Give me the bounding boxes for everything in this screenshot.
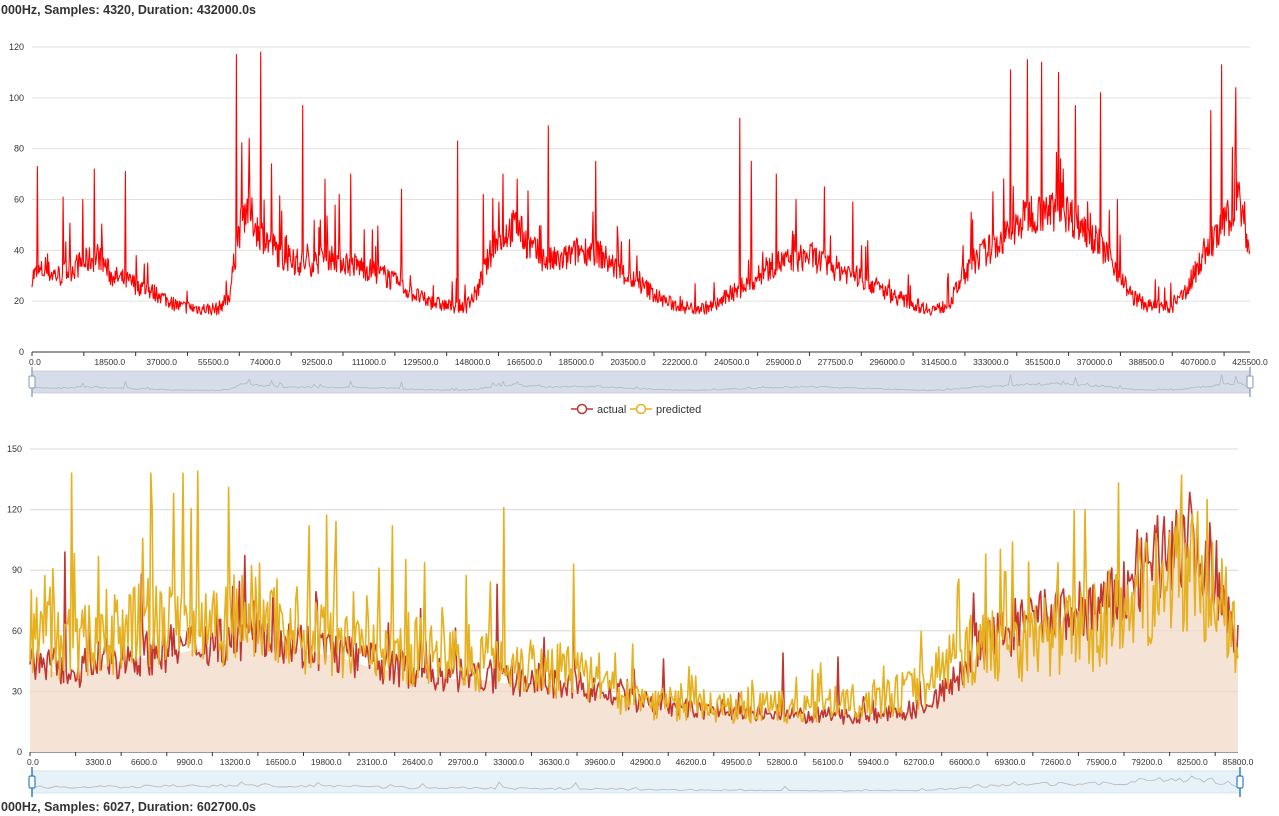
bottom-x-tick-label: 85800.0 xyxy=(1223,757,1254,767)
bottom-x-tick-label: 36300.0 xyxy=(539,757,570,767)
predicted-legend-icon xyxy=(635,403,647,415)
top-x-tick-label: 407000.0 xyxy=(1180,357,1216,367)
legend-item-predicted[interactable]: predicted xyxy=(630,403,701,416)
top-zoom-handle-left[interactable] xyxy=(28,367,36,397)
bottom-y-tick-label: 30 xyxy=(12,686,22,696)
top-y-tick-label: 80 xyxy=(14,144,24,154)
bottom-x-tick-label: 39600.0 xyxy=(584,757,615,767)
bottom-x-tick-label: 0.0 xyxy=(27,757,39,767)
bottom-y-tick-label: 0 xyxy=(17,747,22,757)
bottom-zoom-track[interactable] xyxy=(31,770,1241,794)
top-signal-line xyxy=(31,51,1251,316)
top-x-tick-label: 0.0 xyxy=(29,357,41,367)
bottom-x-tick-label: 9900.0 xyxy=(177,757,203,767)
legend-label-predicted: predicted xyxy=(656,404,701,416)
bottom-x-tick-label: 26400.0 xyxy=(402,757,433,767)
bottom-chart: 0 30 60 90 120 150 0.0 3300.0 6600.0 9900.0 13200.… xyxy=(7,444,1254,767)
top-x-tick-label: 185000.0 xyxy=(558,357,594,367)
bottom-x-tick-label: 79200.0 xyxy=(1131,757,1162,767)
top-x-tick-label: 240500.0 xyxy=(714,357,750,367)
bottom-x-tick-label: 13200.0 xyxy=(220,757,251,767)
top-x-tick-label: 111000.0 xyxy=(352,357,386,367)
top-zoom-track[interactable] xyxy=(31,370,1251,394)
top-zoom-slider[interactable] xyxy=(28,367,1254,397)
bottom-zoom-preview xyxy=(31,775,1241,792)
top-x-tick-label: 166500.0 xyxy=(507,357,543,367)
bottom-x-tick-label: 29700.0 xyxy=(448,757,479,767)
top-x-tick-label: 388500.0 xyxy=(1129,357,1165,367)
bottom-x-tick-label: 19800.0 xyxy=(311,757,342,767)
top-y-tick-label: 120 xyxy=(9,42,24,52)
bottom-x-tick-label: 16500.0 xyxy=(265,757,296,767)
top-y-tick-label: 60 xyxy=(14,195,24,205)
bottom-x-tick-label: 52800.0 xyxy=(767,757,798,767)
top-x-tick-label: 92500.0 xyxy=(302,357,333,367)
top-x-tick-label: 74000.0 xyxy=(250,357,281,367)
bottom-x-tick-label: 62700.0 xyxy=(904,757,935,767)
bottom-x-tick-label: 69300.0 xyxy=(995,757,1026,767)
top-zoom-handle-right[interactable] xyxy=(1246,367,1254,397)
top-x-tick-label: 277500.0 xyxy=(818,357,854,367)
top-x-tick-label: 296000.0 xyxy=(869,357,905,367)
top-x-tick-label: 222000.0 xyxy=(662,357,698,367)
top-y-tick-label: 100 xyxy=(9,93,24,103)
bottom-x-tick-label: 46200.0 xyxy=(676,757,707,767)
top-chart: 0 20 40 60 80 100 120 0.0 18500.0 37000.0 55500.0 7… xyxy=(9,42,1268,367)
top-x-tick-label: 333000.0 xyxy=(973,357,1009,367)
legend-item-actual[interactable]: actual xyxy=(571,403,626,416)
bottom-zoom-handle-left[interactable] xyxy=(28,767,36,797)
bottom-y-tick-label: 60 xyxy=(12,626,22,636)
bottom-y-tick-label: 150 xyxy=(7,444,22,454)
top-x-tick-label: 37000.0 xyxy=(146,357,177,367)
bottom-x-tick-label: 23100.0 xyxy=(357,757,388,767)
bottom-x-tick-label: 6600.0 xyxy=(131,757,157,767)
bottom-x-tick-label: 56100.0 xyxy=(812,757,843,767)
bottom-x-tick-label: 82500.0 xyxy=(1177,757,1208,767)
top-x-tick-label: 370000.0 xyxy=(1077,357,1113,367)
top-x-tick-label: 18500.0 xyxy=(94,357,125,367)
top-zoom-preview xyxy=(31,374,1251,392)
bottom-x-tick-label: 49500.0 xyxy=(721,757,752,767)
top-x-tick-label: 129500.0 xyxy=(403,357,439,367)
top-x-tick-label: 425500.0 xyxy=(1232,357,1268,367)
bottom-zoom-slider[interactable] xyxy=(28,767,1244,797)
bottom-y-tick-label: 90 xyxy=(12,565,22,575)
legend-label-actual: actual xyxy=(597,404,626,416)
bottom-x-tick-label: 72600.0 xyxy=(1040,757,1071,767)
legend[interactable]: actual predicted xyxy=(571,403,701,416)
top-y-tick-label: 40 xyxy=(14,245,24,255)
actual-legend-icon xyxy=(576,403,588,415)
bottom-x-tick-label: 75900.0 xyxy=(1086,757,1117,767)
top-x-tick-label: 314500.0 xyxy=(921,357,957,367)
top-y-tick-label: 0 xyxy=(19,347,24,357)
bottom-x-tick-label: 42900.0 xyxy=(630,757,661,767)
predicted-line xyxy=(29,470,1239,724)
top-chart-caption: 000Hz, Samples: 4320, Duration: 432000.0… xyxy=(1,3,256,17)
bottom-chart-caption: 000Hz, Samples: 6027, Duration: 602700.0… xyxy=(1,800,256,814)
top-x-tick-label: 203500.0 xyxy=(610,357,646,367)
bottom-x-tick-label: 3300.0 xyxy=(85,757,111,767)
bottom-x-tick-label: 66000.0 xyxy=(949,757,980,767)
top-x-tick-label: 351500.0 xyxy=(1025,357,1061,367)
bottom-zoom-handle-right[interactable] xyxy=(1236,767,1244,797)
top-x-tick-label: 259000.0 xyxy=(766,357,802,367)
top-x-tick-label: 148000.0 xyxy=(455,357,491,367)
bottom-x-tick-label: 59400.0 xyxy=(858,757,889,767)
top-y-tick-label: 20 xyxy=(14,296,24,306)
bottom-y-tick-label: 120 xyxy=(7,505,22,515)
top-x-tick-label: 55500.0 xyxy=(198,357,229,367)
bottom-x-tick-label: 33000.0 xyxy=(493,757,524,767)
